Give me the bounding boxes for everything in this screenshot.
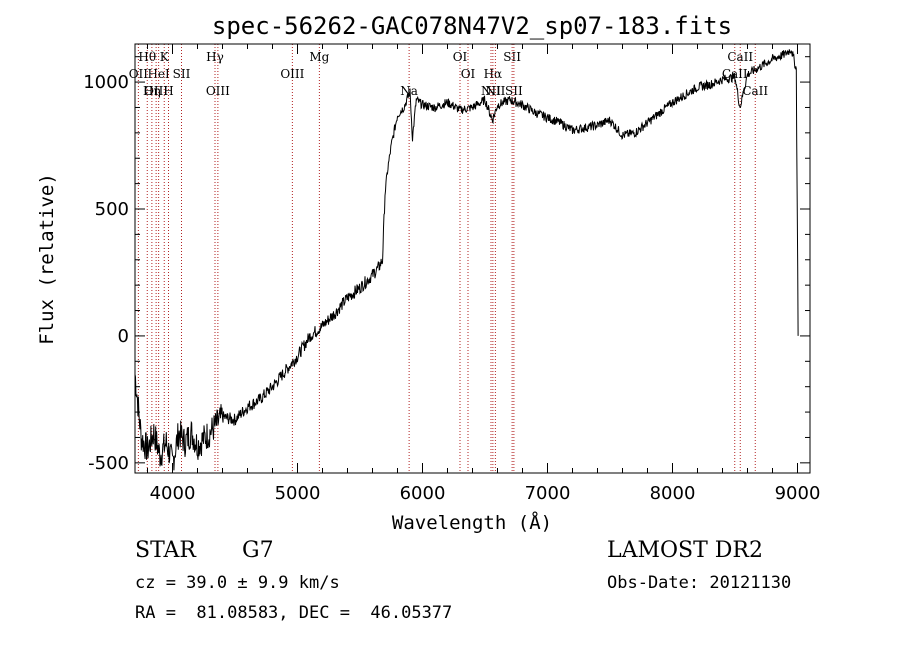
- spectrum-series-line: [134, 49, 799, 471]
- x-axis-label: Wavelength (Å): [392, 511, 552, 534]
- survey-label: LAMOST DR2: [607, 538, 763, 563]
- line-marker-label: OII: [129, 67, 149, 81]
- line-marker-label: OIII: [280, 67, 304, 81]
- line-marker-label: K: [160, 50, 170, 64]
- x-tick-label: 6000: [400, 483, 446, 504]
- line-marker-label: OIII: [206, 84, 230, 98]
- class-label: STAR: [135, 538, 196, 563]
- line-marker-label: NII: [481, 84, 501, 98]
- line-marker-label: Mg: [309, 50, 329, 64]
- subclass-label: G7: [242, 538, 274, 563]
- line-marker-label: H: [163, 84, 173, 98]
- coordinates-line: RA = 81.08583, DEC = 46.05377: [135, 603, 453, 623]
- line-marker-label: Hα: [484, 67, 503, 81]
- x-tick-label: 8000: [650, 483, 696, 504]
- x-axis-ticks: 4000 5000 6000 7000 8000 9000: [147, 44, 821, 504]
- plot-area: [134, 49, 799, 471]
- x-tick-label: 7000: [525, 483, 571, 504]
- line-marker-label: CaII: [727, 50, 753, 64]
- y-tick-label: 1000: [83, 72, 129, 93]
- line-marker-label: OI: [453, 50, 468, 64]
- line-marker-label: SII: [173, 67, 191, 81]
- line-marker-label: Hη: [143, 84, 161, 98]
- y-tick-label: 500: [95, 199, 129, 220]
- chart-title: spec-56262-GAC078N47V2_sp07-183.fits: [212, 12, 732, 40]
- y-axis-label: Flux (relative): [36, 173, 58, 345]
- x-tick-label: 4000: [150, 483, 196, 504]
- x-tick-label: 5000: [275, 483, 321, 504]
- line-marker-label: OI: [461, 67, 476, 81]
- y-tick-label: 0: [118, 326, 129, 347]
- line-marker-label: Hθ: [138, 50, 156, 64]
- redshift-line: cz = 39.0 ± 9.9 km/s: [135, 573, 340, 593]
- y-axis-ticks: -500 0 500 1000: [83, 56, 810, 474]
- line-marker-label: Hγ: [206, 50, 224, 64]
- x-tick-label: 9000: [775, 483, 821, 504]
- line-marker-label: Na: [400, 84, 418, 98]
- y-tick-label: -500: [88, 453, 129, 474]
- line-marker-label: HeI: [147, 67, 170, 81]
- line-marker-label: NII: [485, 84, 505, 98]
- line-marker-label: SII: [503, 50, 521, 64]
- line-marker-label: CaII: [742, 84, 768, 98]
- obs-date: Obs-Date: 20121130: [607, 573, 792, 593]
- line-marker-label: OIII: [144, 84, 168, 98]
- line-marker-label: SII: [505, 84, 523, 98]
